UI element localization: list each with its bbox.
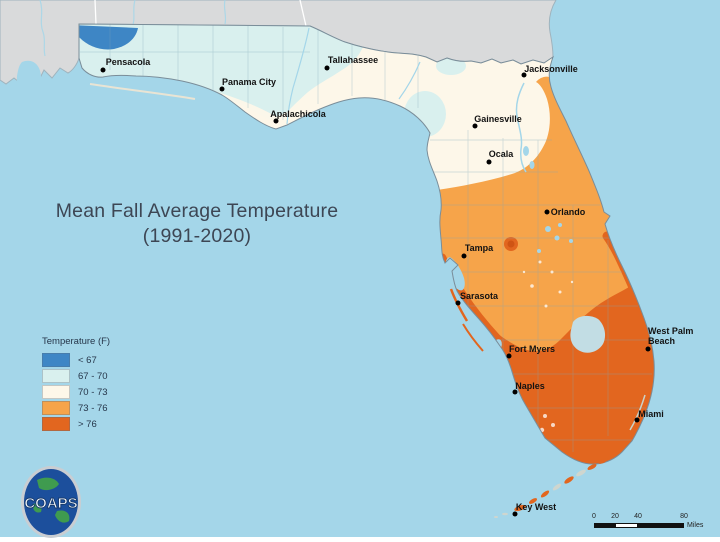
- legend-label: < 67: [78, 354, 97, 366]
- florida-keys: [494, 458, 608, 518]
- legend-label: 67 - 70: [78, 370, 108, 382]
- city-label-apalachicola: Apalachicola: [270, 109, 326, 119]
- logo-continent: [55, 510, 70, 523]
- legend-label: 73 - 76: [78, 402, 108, 414]
- city-label-jacksonville: Jacksonville: [524, 64, 578, 74]
- city-dot-jacksonville: [521, 72, 527, 78]
- legend-swatch-below-67: [42, 353, 70, 367]
- city-dot-orlando: [544, 209, 550, 215]
- zone-above-76-blob-core: [507, 240, 515, 248]
- coaps-logo: COAPS: [21, 466, 81, 538]
- city-label-sarasota: Sarasota: [459, 291, 499, 301]
- scale-tick-20: 20: [611, 513, 619, 520]
- scale-segment-black: [594, 523, 615, 528]
- city-label-tampa: Tampa: [464, 243, 494, 253]
- legend-label: 70 - 73: [78, 386, 108, 398]
- city-dot-naples: [512, 389, 518, 395]
- scale-bar: 0 20 40 80 Miles: [590, 513, 706, 535]
- city-dot-gainesville: [472, 123, 478, 129]
- city-dot-fort-myers: [506, 353, 512, 359]
- legend-row: 70 - 73: [42, 384, 110, 400]
- city-dot-pensacola: [100, 67, 106, 73]
- temperature-legend: Temperature (F) < 67 67 - 70 70 - 73 73 …: [42, 336, 110, 432]
- se-barrier-island: [629, 394, 646, 431]
- city-dot-ocala: [486, 159, 492, 165]
- small-lakes: [523, 146, 573, 253]
- city-label-miami: Miami: [638, 409, 664, 419]
- scale-segment-black: [638, 523, 684, 528]
- panhandle-barrier-island: [89, 83, 196, 100]
- zone-67-70: [79, 24, 368, 120]
- city-label-pensacola: Pensacola: [105, 57, 151, 67]
- map-title-line2: (1991-2020): [142, 224, 252, 247]
- scale-unit-label: Miles: [687, 522, 704, 529]
- legend-swatch-67-70: [42, 369, 70, 383]
- city-label-west-palm-beach: West Palm Beach: [648, 326, 694, 347]
- logo-text: COAPS: [24, 495, 77, 512]
- city-dot-sarasota: [455, 300, 461, 306]
- panhandle-rivers: [286, 27, 421, 125]
- legend-label: > 76: [78, 418, 97, 430]
- scale-tick-80: 80: [680, 513, 688, 520]
- city-dot-west-palm-beach: [645, 346, 651, 352]
- city-dot-tallahassee: [324, 65, 330, 71]
- zone-67-70-north: [436, 57, 466, 75]
- city-label-key-west: Key West: [515, 502, 557, 512]
- county-lines: [80, 24, 652, 465]
- st-johns-river: [515, 82, 527, 173]
- scale-segment-white: [615, 523, 638, 528]
- city-label-ocala: Ocala: [488, 149, 514, 159]
- legend-row: 67 - 70: [42, 368, 110, 384]
- map-title: Mean Fall Average Temperature (1991-2020…: [38, 199, 356, 249]
- barrier-island: [462, 323, 484, 352]
- logo-continent: [32, 503, 42, 513]
- legend-row: > 76: [42, 416, 110, 432]
- logo-continent: [37, 477, 59, 491]
- lake-okeechobee: [570, 315, 606, 353]
- city-dot-panama-city: [219, 86, 225, 92]
- legend-swatch-above-76: [42, 417, 70, 431]
- legend-title: Temperature (F): [42, 336, 111, 347]
- mobile-bay: [16, 60, 42, 104]
- city-dot-miami: [634, 417, 640, 423]
- city-label-gainesville: Gainesville: [474, 114, 522, 124]
- city-label-fort-myers: Fort Myers: [508, 344, 556, 354]
- city-dot-key-west: [512, 511, 518, 517]
- legend-row: 73 - 76: [42, 400, 110, 416]
- city-label-panama-city: Panama City: [221, 77, 277, 87]
- legend-row: < 67: [42, 352, 110, 368]
- map-title-line1: Mean Fall Average Temperature: [55, 200, 339, 222]
- city-label-tallahassee: Tallahassee: [327, 55, 379, 65]
- scale-tick-0: 0: [592, 513, 596, 520]
- zone-below-67: [79, 25, 138, 50]
- state-border-lines: [94, 0, 307, 27]
- city-dot-tampa: [461, 253, 467, 259]
- legend-swatch-73-76: [42, 401, 70, 415]
- legend-swatch-70-73: [42, 385, 70, 399]
- scale-tick-40: 40: [634, 513, 642, 520]
- city-label-orlando: Orlando: [550, 207, 586, 217]
- city-label-naples: Naples: [515, 381, 545, 391]
- city-dot-apalachicola: [273, 118, 279, 124]
